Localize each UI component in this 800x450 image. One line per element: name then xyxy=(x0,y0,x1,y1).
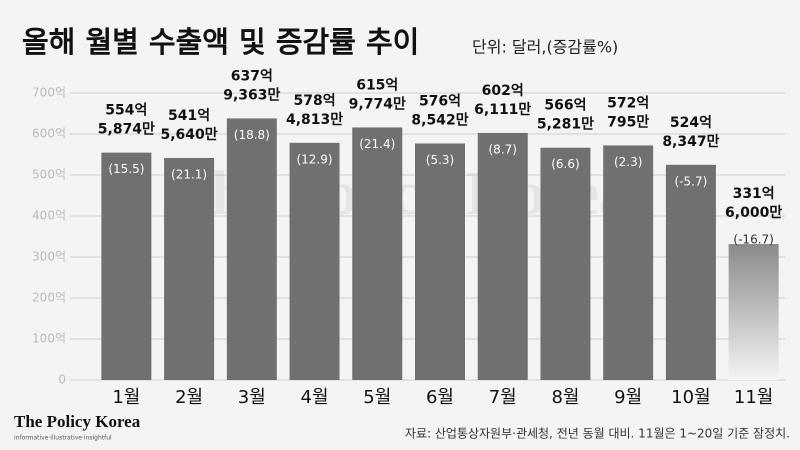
y-tick-label: 600억 xyxy=(32,127,66,141)
value-label: 576억 xyxy=(419,93,461,109)
value-label: 637억 xyxy=(231,68,273,84)
y-tick-label: 500억 xyxy=(32,168,66,182)
y-tick-label: 400억 xyxy=(32,209,66,223)
rate-label: (15.5) xyxy=(108,162,144,176)
value-label: 541억 xyxy=(168,108,210,124)
value-label: 5,640만 xyxy=(161,127,218,143)
y-tick-label: 200억 xyxy=(32,291,66,305)
source-note: 자료: 산업통상자원부·관세청, 전년 동월 대비. 11월은 1~20일 기준… xyxy=(405,427,790,441)
bar xyxy=(101,152,152,380)
rate-label: (-5.7) xyxy=(675,174,708,188)
value-label: 6,000만 xyxy=(725,205,782,221)
bar xyxy=(289,142,340,380)
value-label: 6,111만 xyxy=(474,102,531,118)
value-label: 615억 xyxy=(356,77,398,93)
bar xyxy=(352,127,403,380)
x-tick-label: 5월 xyxy=(363,387,391,408)
x-tick-label: 6월 xyxy=(426,387,454,408)
rate-label: (-16.7) xyxy=(733,233,773,247)
value-label: 9,363만 xyxy=(223,87,280,103)
x-tick-label: 9월 xyxy=(614,387,642,408)
value-label: 8,347만 xyxy=(662,134,719,150)
bar xyxy=(540,147,591,380)
rate-label: (8.7) xyxy=(489,142,517,156)
x-tick-label: 4월 xyxy=(301,387,329,408)
value-label: 524억 xyxy=(670,115,712,131)
x-tick-label: 1월 xyxy=(112,387,140,408)
y-tick-label: 100억 xyxy=(32,332,66,346)
bar xyxy=(665,164,716,380)
value-label: 331억 xyxy=(733,186,775,202)
bar xyxy=(477,132,528,380)
x-tick-label: 7월 xyxy=(489,387,517,408)
rate-label: (21.4) xyxy=(359,137,395,151)
value-label: 5,281만 xyxy=(537,117,594,133)
value-label: 578억 xyxy=(293,93,335,109)
x-tick-label: 10월 xyxy=(671,387,710,408)
value-label: 795만 xyxy=(607,114,649,130)
tagline: informative·illustrative·insightful xyxy=(14,435,112,442)
y-tick-label: 700억 xyxy=(32,86,66,100)
rate-label: (6.6) xyxy=(551,157,579,171)
chart-title: 올해 월별 수출액 및 증감률 추이 xyxy=(22,25,419,59)
rate-label: (2.3) xyxy=(614,155,642,169)
bar xyxy=(164,157,215,380)
x-tick-label: 3월 xyxy=(238,387,266,408)
x-tick-label: 11월 xyxy=(734,387,773,408)
value-label: 602억 xyxy=(482,83,524,99)
value-label: 566억 xyxy=(544,98,586,114)
logo: The Policy Korea xyxy=(14,412,141,431)
value-label: 9,774만 xyxy=(349,96,406,112)
bar xyxy=(728,244,779,380)
value-label: 4,813만 xyxy=(286,112,343,128)
rate-label: (5.3) xyxy=(426,153,454,167)
rate-label: (18.8) xyxy=(234,128,270,142)
value-label: 554억 xyxy=(105,103,147,119)
x-tick-label: 2월 xyxy=(175,387,203,408)
bar xyxy=(603,145,654,380)
rate-label: (12.9) xyxy=(296,152,332,166)
value-label: 8,542만 xyxy=(411,112,468,128)
y-tick-label: 0 xyxy=(58,373,66,387)
rate-label: (21.1) xyxy=(171,167,207,181)
x-tick-label: 8월 xyxy=(551,387,579,408)
bar xyxy=(415,143,465,380)
y-tick-label: 300억 xyxy=(32,250,66,264)
value-label: 5,874만 xyxy=(98,122,155,138)
chart-subtitle: 단위: 달러,(증감률%) xyxy=(472,38,618,57)
value-label: 572억 xyxy=(607,95,649,111)
bar xyxy=(226,118,277,381)
